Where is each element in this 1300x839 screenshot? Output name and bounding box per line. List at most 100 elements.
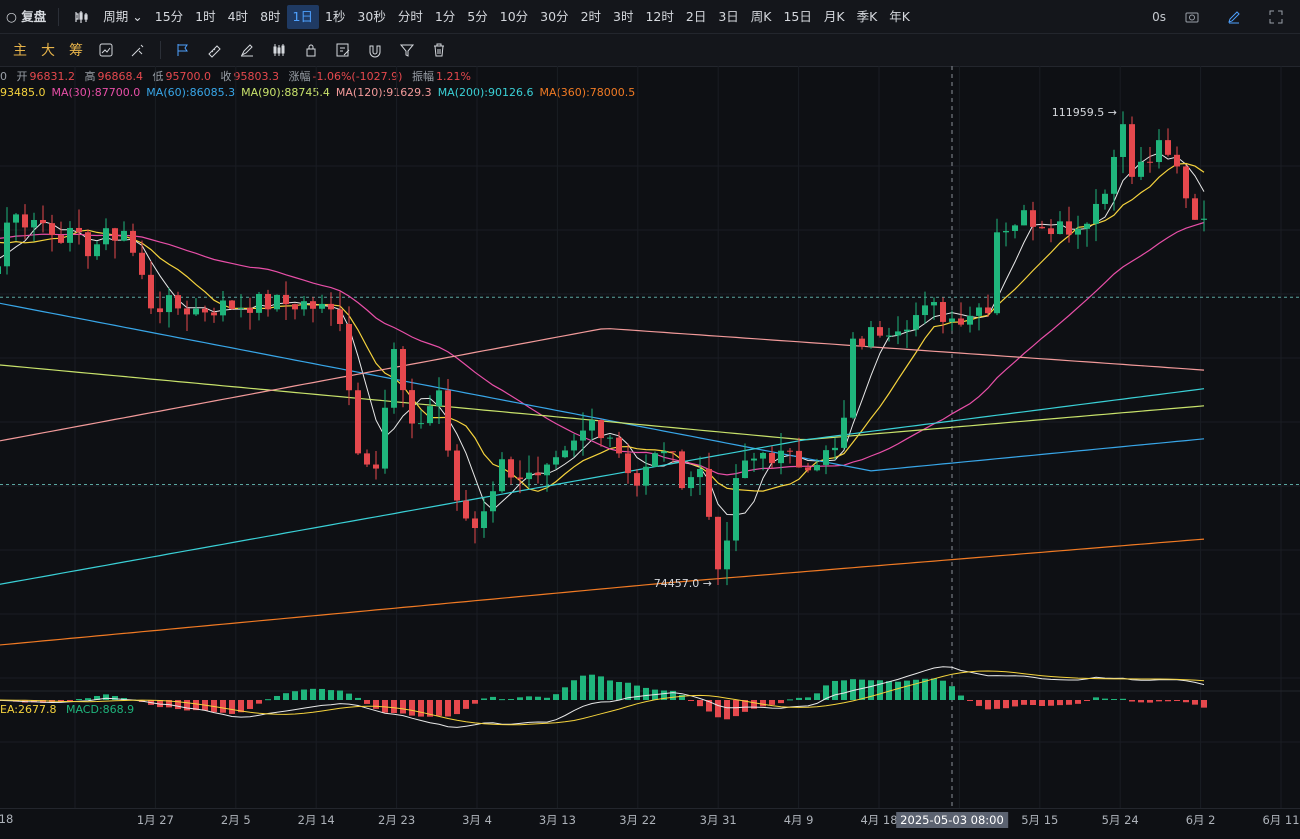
lock-icon[interactable] (300, 39, 322, 61)
candle-body (850, 338, 856, 418)
candle-body (535, 472, 541, 476)
interval-9[interactable]: 5分 (467, 8, 488, 24)
macd-bar (490, 696, 496, 700)
ma-line-7 (0, 538, 1205, 646)
ohlc-info: 0 开 96831.2 高 96868.4 低 95700.0 收 95803.3 涨幅… (0, 68, 477, 84)
candle-body (814, 464, 820, 471)
interval-18[interactable]: 15日 (783, 8, 812, 24)
candle-body (661, 451, 667, 454)
interval-6[interactable]: 30秒 (357, 8, 386, 24)
period-dropdown[interactable]: 周期 ⌄ (97, 5, 148, 29)
interval-13[interactable]: 3时 (613, 8, 634, 24)
candle-body (463, 500, 469, 519)
macd-bar (823, 685, 829, 700)
candle-body (553, 457, 559, 465)
right-tools: 0s (1152, 0, 1292, 33)
filter-icon[interactable] (396, 39, 418, 61)
macd-bar (1048, 700, 1054, 706)
candle-body (328, 303, 334, 310)
interval-14[interactable]: 12时 (645, 8, 674, 24)
macd-bar (454, 700, 460, 715)
interval-10[interactable]: 10分 (499, 8, 529, 24)
candle-body (31, 219, 37, 228)
interval-list: 15分 1时 4时 8时 1日 1秒 30秒 分时 1分 5分 10分 30分 2时 3时 12时 2日 3日周… (149, 4, 916, 29)
candle-body (841, 417, 847, 448)
brush-icon[interactable] (236, 39, 258, 61)
interval-5[interactable]: 1秒 (324, 8, 346, 24)
interval-1[interactable]: 1时 (195, 8, 216, 24)
magnet-icon[interactable] (364, 39, 386, 61)
macd-bar (679, 694, 685, 700)
macd-bar (643, 687, 649, 700)
interval-12[interactable]: 2时 (580, 8, 602, 24)
replay-button[interactable]: ○ 复盘 (6, 8, 47, 24)
candle-body (0, 266, 1, 274)
interval-21[interactable]: 年K (889, 8, 910, 24)
interval-7[interactable]: 分时 (397, 8, 423, 24)
macd-bar (661, 690, 667, 700)
candle-body (652, 453, 658, 467)
ruler-icon[interactable] (204, 39, 226, 61)
trash-icon[interactable] (428, 39, 450, 61)
macd-bar (688, 700, 694, 701)
candle-body (58, 235, 64, 243)
macd-bar (184, 700, 190, 711)
interval-16[interactable]: 3日 (718, 8, 739, 24)
candle-body (922, 305, 928, 316)
macd-bar (634, 685, 640, 700)
macd-bar (1174, 700, 1180, 701)
candle-body (1003, 230, 1009, 233)
interval-8[interactable]: 1分 (434, 8, 456, 24)
macd-bar (571, 680, 577, 700)
interval-3[interactable]: 8时 (260, 8, 281, 24)
candle-body (121, 230, 127, 241)
candle-body (931, 302, 937, 306)
macd-bar (382, 700, 388, 713)
macd-bar (328, 690, 334, 700)
interval-15[interactable]: 2日 (685, 8, 707, 24)
candle-chart-icon[interactable] (268, 39, 290, 61)
x-tick-label: 4月 18 (860, 813, 898, 827)
large-order-button[interactable]: 大 (41, 43, 55, 59)
x-tick-label: 6月 2 (1185, 813, 1216, 827)
macd-bar (364, 700, 370, 704)
interval-4[interactable]: 1日 (286, 4, 319, 29)
interval-2[interactable]: 4时 (227, 8, 249, 24)
candle-body (1093, 203, 1099, 224)
macd-bar (499, 699, 505, 701)
main-indicator-button[interactable]: 主 (13, 43, 27, 59)
edit-note-icon[interactable] (332, 39, 354, 61)
pen-icon[interactable] (1223, 6, 1245, 28)
candle-body (1057, 221, 1063, 235)
chip-distribution-button[interactable]: 筹 (69, 43, 83, 59)
macd-bar (760, 700, 766, 707)
change-label: 涨幅 (288, 70, 311, 83)
macd-bar (787, 699, 793, 701)
macd-bar (1120, 698, 1126, 700)
flag-icon[interactable] (172, 39, 194, 61)
ohlc-prefix: 0 (0, 70, 7, 83)
price-chart[interactable]: 111959.5 → 74457.0 → (0, 66, 1300, 808)
macd-bar (76, 699, 82, 701)
interval-20[interactable]: 季K (856, 8, 878, 24)
settings-pen-icon[interactable] (127, 39, 149, 61)
macd-bar (355, 697, 361, 700)
indicator-icon[interactable] (95, 39, 117, 61)
interval-11[interactable]: 30分 (540, 8, 569, 24)
candle-body (247, 307, 253, 313)
candle-type-icon[interactable] (70, 6, 92, 28)
macd-bar (562, 687, 568, 700)
candle-body (832, 447, 838, 451)
candle-body (40, 219, 46, 224)
interval-19[interactable]: 月K (823, 8, 845, 24)
candle-body (472, 518, 478, 529)
candle-body (1174, 154, 1180, 167)
interval-17[interactable]: 周K (750, 8, 772, 24)
candle-body (256, 293, 262, 313)
camera-icon[interactable] (1181, 6, 1203, 28)
interval-0[interactable]: 15分 (154, 8, 184, 24)
fullscreen-icon[interactable] (1265, 6, 1287, 28)
candle-body (22, 214, 28, 228)
candle-body (175, 295, 181, 309)
dif-line (0, 666, 1205, 728)
